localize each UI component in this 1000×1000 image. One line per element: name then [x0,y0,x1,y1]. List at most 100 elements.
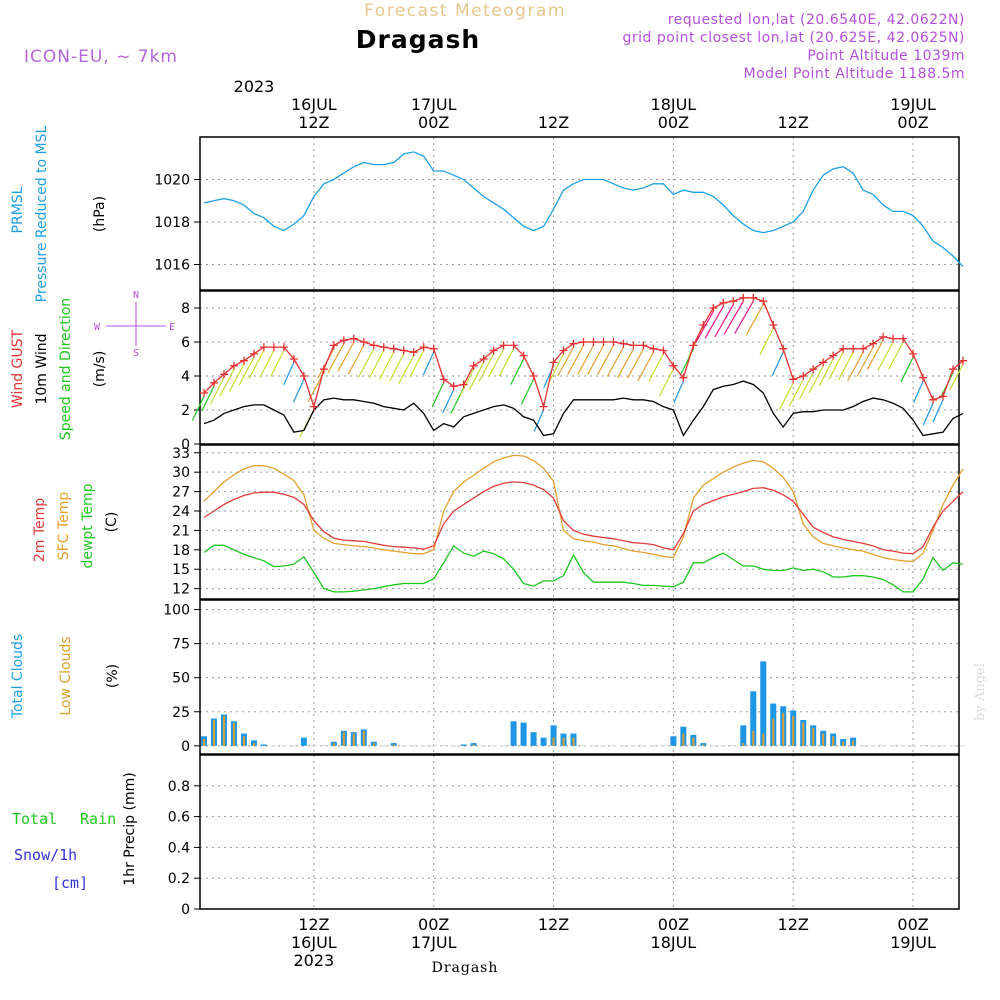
wind-gust-marker [939,392,948,401]
wind-gust-marker [739,293,748,302]
wind-ytick-label: 2 [181,403,190,419]
wind-gust-label: Wind GUST [10,329,26,408]
low-cloud-bar [392,744,395,746]
temp-dew-line [203,544,964,593]
bottom-caption: Dragash [432,960,499,976]
wind-arrow [358,348,375,378]
wind-arrow [337,341,355,372]
pressure-ytick-label: 1016 [154,258,190,274]
total-cloud-bar [540,737,547,746]
wind-arrow [637,351,654,382]
total-cloud-bar [510,721,517,746]
precip-ytick-label: 0.6 [168,810,190,826]
wind-arrow [734,300,754,334]
bottom-hour-label: 00Z [658,915,689,934]
wind-arrow [248,350,265,379]
wind-gust-marker [699,321,708,329]
wind-arrow [488,348,505,378]
wind-arrow [409,350,425,378]
precip-ytick-label: 0.4 [168,840,190,856]
wind-arrow [847,351,864,382]
wind-gust-marker [809,365,818,374]
wind-gust-marker [619,339,628,348]
wind-arrow [866,340,884,370]
low-cloud-bar [702,744,705,746]
wind-gust-marker [629,341,638,350]
wind-labels: Wind GUST 10m Wind Speed and Direction (… [10,290,175,440]
low-cloud-bar [852,740,855,746]
wind-gust-marker [479,355,488,363]
total-cloud-bar [670,736,677,746]
wind-arrow [779,382,794,410]
pressure-panel: 1016 1018 1020 [154,136,960,291]
wind-arrow [283,362,295,385]
low-cloud-bar [692,737,695,746]
wind-arrow [577,345,595,375]
wind-gust-marker [509,341,518,350]
low-cloud-bar [252,743,255,746]
temp-sfc-label: SFC Temp [56,492,72,561]
wind-arrow [745,304,764,336]
low-cloud-bar [342,732,345,746]
wind-gust-marker [599,338,608,346]
temp-dew-label: dewpt Temp [80,483,96,568]
top-year-label: 2023 [234,77,275,96]
wind-gust-marker [439,375,448,384]
wind-arrow [567,345,585,375]
low-cloud-bar [222,715,225,746]
wind-arrow [695,311,714,344]
wind-10m-label: 10m Wind [34,333,50,404]
wind-arrow [469,362,485,390]
wind-gust-marker [369,341,378,350]
wind-ytick-label: 4 [181,369,190,385]
precip-ytick-label: 0.8 [168,779,190,795]
total-cloud-bar [300,737,307,746]
bottom-hour-label: 00Z [418,915,449,934]
wind-gust-line [203,297,964,410]
temp-panel: 12 15 18 21 24 27 30 33 [172,444,960,600]
top-hour-label: 00Z [658,113,689,132]
wind-gust-marker [899,334,908,343]
wind-arrow [723,300,744,335]
wind-arrow [606,346,624,377]
wind-gust-marker [819,358,828,367]
top-hour-label: 00Z [897,113,928,132]
wind-gust-marker [879,332,888,341]
pressure-ytick-label: 1018 [154,215,190,231]
wind-arrow [389,353,405,382]
wind-gust-marker [489,346,498,355]
wind-gust-marker [569,339,578,348]
wind-gust-marker [249,349,258,358]
wind-arrow [808,365,824,394]
location-title: Dragash [356,25,480,54]
wind-gust-marker [799,372,808,380]
pressure-line [203,151,964,268]
wind-ytick-label: 6 [181,335,190,351]
low-cloud-bar [812,728,815,746]
wind-gust-marker [889,334,898,343]
wind-arrow [798,372,814,400]
precip-unit: 1hr Precip (mm) [122,772,138,885]
wind-gust-marker [779,344,788,353]
low-cloud-bar [802,722,805,746]
precip-cm-label: [cm] [52,874,88,892]
top-hour-label: 12Z [538,113,569,132]
wind-gust-marker [609,338,618,346]
low-cloud-bar [552,737,555,746]
wind-gust-marker [219,370,228,379]
wind-gust-marker [259,343,268,352]
wind-arrow [259,350,275,378]
wind-gust-marker [229,361,238,370]
wind-gust-marker [909,349,918,358]
precip-total-label: Total [12,810,57,828]
bottom-date-label: 19JUL [890,933,936,952]
wind-gust-marker [529,372,538,380]
clouds-panel: 0 25 50 75 100 [163,599,960,755]
low-cloud-bar [682,733,685,746]
bottom-hour-label: 12Z [778,915,809,934]
temp-ytick-label: 18 [172,543,190,559]
precip-rain-label: Rain [80,810,116,828]
temp-2m-label: 2m Temp [32,498,48,562]
wind-arrow [191,396,205,421]
low-cloud-bar [752,730,755,746]
